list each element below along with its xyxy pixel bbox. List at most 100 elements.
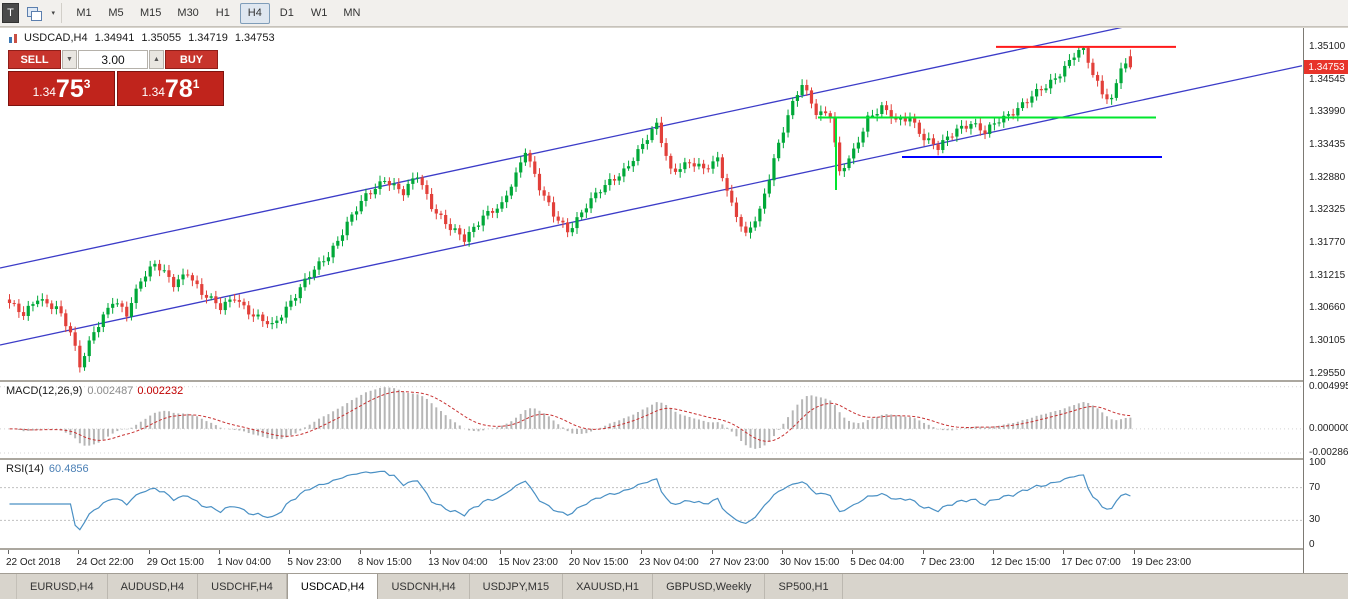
macd-indicator-label: MACD(12,26,9) 0.002487 0.002232 bbox=[6, 385, 183, 397]
price-axis-label: 1.32325 bbox=[1309, 204, 1346, 216]
time-axis-tick bbox=[359, 550, 361, 554]
time-axis-tick bbox=[148, 550, 150, 554]
chart-icon bbox=[8, 33, 18, 44]
rsi-axis-label: 100 bbox=[1309, 457, 1326, 468]
time-axis-tick bbox=[78, 550, 80, 554]
time-axis-tick bbox=[1133, 550, 1135, 554]
ohlc-open: 1.34941 bbox=[94, 32, 135, 44]
date-label: 15 Nov 23:00 bbox=[498, 557, 558, 568]
panel-divider[interactable] bbox=[0, 380, 1348, 382]
chart-type-icon[interactable]: T bbox=[2, 3, 19, 23]
timeframe-button-h1[interactable]: H1 bbox=[215, 7, 230, 19]
time-axis-tick bbox=[1063, 550, 1065, 554]
date-label: 20 Nov 15:00 bbox=[568, 557, 629, 568]
time-axis-tick bbox=[852, 550, 854, 554]
cascade-windows-icon[interactable]: ▾ bbox=[23, 3, 55, 23]
chart-window: USDCAD,H4 1.34941 1.35055 1.34719 1.3475… bbox=[0, 28, 1348, 573]
date-label: 7 Dec 23:00 bbox=[920, 557, 975, 568]
buy-price-button[interactable]: 1.34 78 1 bbox=[117, 71, 224, 106]
timeframe-button-m5[interactable]: M5 bbox=[108, 7, 124, 19]
sell-price-big: 75 bbox=[55, 75, 84, 103]
macd-axis-label: 0.000000 bbox=[1309, 422, 1348, 434]
tab-gbpusd-weekly[interactable]: GBPUSD,Weekly bbox=[653, 574, 766, 599]
macd-signal-value: 0.002232 bbox=[137, 385, 184, 397]
sell-price-button[interactable]: 1.34 75 3 bbox=[8, 71, 115, 106]
buy-button[interactable]: BUY bbox=[165, 50, 218, 69]
ohlc-close: 1.34753 bbox=[234, 32, 275, 44]
date-label: 5 Nov 23:00 bbox=[287, 557, 342, 568]
rsi-panel-canvas[interactable] bbox=[0, 460, 1303, 548]
macd-panel-canvas[interactable] bbox=[0, 382, 1303, 458]
ohlc-high: 1.35055 bbox=[141, 32, 182, 44]
price-chart-canvas[interactable] bbox=[0, 28, 1303, 380]
tab-xauusd-h1[interactable]: XAUUSD,H1 bbox=[563, 574, 654, 599]
panel-divider[interactable] bbox=[0, 458, 1348, 460]
timeframe-button-mn[interactable]: MN bbox=[343, 7, 361, 19]
tab-usdcad-h4[interactable]: USDCAD,H4 bbox=[286, 574, 379, 599]
tab-audusd-h4[interactable]: AUDUSD,H4 bbox=[108, 574, 199, 599]
price-axis-label: 1.33990 bbox=[1309, 106, 1346, 118]
price-axis[interactable]: 1.34753 1.35100 1.34545 1.33990 1.33435 1.32… bbox=[1303, 28, 1348, 573]
timeframe-button-m1[interactable]: M1 bbox=[76, 7, 92, 19]
price-axis-label: 1.35100 bbox=[1309, 40, 1346, 52]
time-axis-tick bbox=[500, 550, 502, 554]
buy-price-big: 78 bbox=[164, 75, 193, 103]
tab-sp500-h1[interactable]: SP500,H1 bbox=[765, 574, 843, 599]
tab-usdcnh-h4[interactable]: USDCNH,H4 bbox=[378, 574, 470, 599]
volume-increase-button[interactable]: ▲ bbox=[149, 50, 164, 69]
time-axis-tick bbox=[711, 550, 713, 554]
date-label: 12 Dec 15:00 bbox=[990, 557, 1051, 568]
time-axis-tick bbox=[922, 550, 924, 554]
current-price-tag: 1.34753 bbox=[1304, 60, 1348, 75]
tab-usdjpy-m15[interactable]: USDJPY,M15 bbox=[470, 574, 564, 599]
chart-symbol: USDCAD,H4 bbox=[24, 32, 88, 44]
time-axis-tick bbox=[430, 550, 432, 554]
timeframe-button-group: M1 M5 M15 M30 H1 H4 D1 W1 MN bbox=[68, 2, 368, 24]
price-axis-label: 1.31215 bbox=[1309, 269, 1346, 281]
sell-price-prefix: 1.34 bbox=[32, 85, 56, 99]
date-label: 13 Nov 04:00 bbox=[428, 557, 488, 568]
timeframe-button-d1[interactable]: D1 bbox=[279, 7, 294, 19]
chevron-down-icon: ▾ bbox=[51, 10, 55, 17]
date-label: 23 Nov 04:00 bbox=[639, 557, 699, 568]
price-axis-label: 1.32880 bbox=[1309, 171, 1346, 183]
time-axis-tick bbox=[8, 550, 9, 554]
date-label: 17 Dec 07:00 bbox=[1061, 557, 1121, 568]
date-label: 5 Dec 04:00 bbox=[850, 557, 905, 568]
macd-axis-label: 0.004995 bbox=[1309, 380, 1348, 392]
rsi-axis-label: 0 bbox=[1309, 539, 1315, 550]
buy-price-prefix: 1.34 bbox=[141, 85, 165, 99]
time-axis-tick bbox=[219, 550, 221, 554]
volume-decrease-button[interactable]: ▼ bbox=[62, 50, 77, 69]
volume-input[interactable] bbox=[78, 50, 148, 69]
tab-usdchf-h4[interactable]: USDCHF,H4 bbox=[198, 574, 287, 599]
time-axis-tick bbox=[570, 550, 572, 554]
tab-eurusd-h4[interactable]: EURUSD,H4 bbox=[17, 574, 108, 599]
macd-axis-label: -0.002860 bbox=[1309, 446, 1348, 458]
price-axis-label: 1.33435 bbox=[1309, 138, 1346, 150]
timeframe-button-m15[interactable]: M15 bbox=[140, 7, 162, 19]
rsi-axis-label: 30 bbox=[1309, 514, 1321, 526]
time-axis-tick bbox=[289, 550, 291, 554]
time-axis-tick bbox=[992, 550, 994, 554]
date-label: 1 Nov 04:00 bbox=[217, 557, 271, 568]
date-label: 29 Oct 15:00 bbox=[146, 557, 204, 568]
rsi-axis-label: 70 bbox=[1309, 481, 1321, 493]
sell-button[interactable]: SELL bbox=[8, 50, 61, 69]
time-axis[interactable]: 22 Oct 2018 24 Oct 22:00 29 Oct 15:00 1 Nov… bbox=[0, 550, 1303, 573]
price-axis-label: 1.34545 bbox=[1309, 73, 1346, 85]
price-axis-label: 1.30660 bbox=[1309, 302, 1346, 314]
date-label: 27 Nov 23:00 bbox=[709, 557, 770, 568]
buy-price-pipette: 1 bbox=[192, 77, 200, 91]
tab-bar-gutter bbox=[0, 574, 17, 599]
time-axis-tick bbox=[781, 550, 783, 554]
timeframe-button-m30[interactable]: M30 bbox=[177, 7, 199, 19]
timeframe-button-w1[interactable]: W1 bbox=[310, 7, 328, 19]
rsi-value: 60.4856 bbox=[48, 463, 89, 475]
date-label: 19 Dec 23:00 bbox=[1131, 557, 1192, 568]
toolbar-separator bbox=[61, 3, 62, 23]
timeframe-button-h4[interactable]: H4 bbox=[239, 2, 270, 24]
panel-divider[interactable] bbox=[0, 548, 1348, 550]
